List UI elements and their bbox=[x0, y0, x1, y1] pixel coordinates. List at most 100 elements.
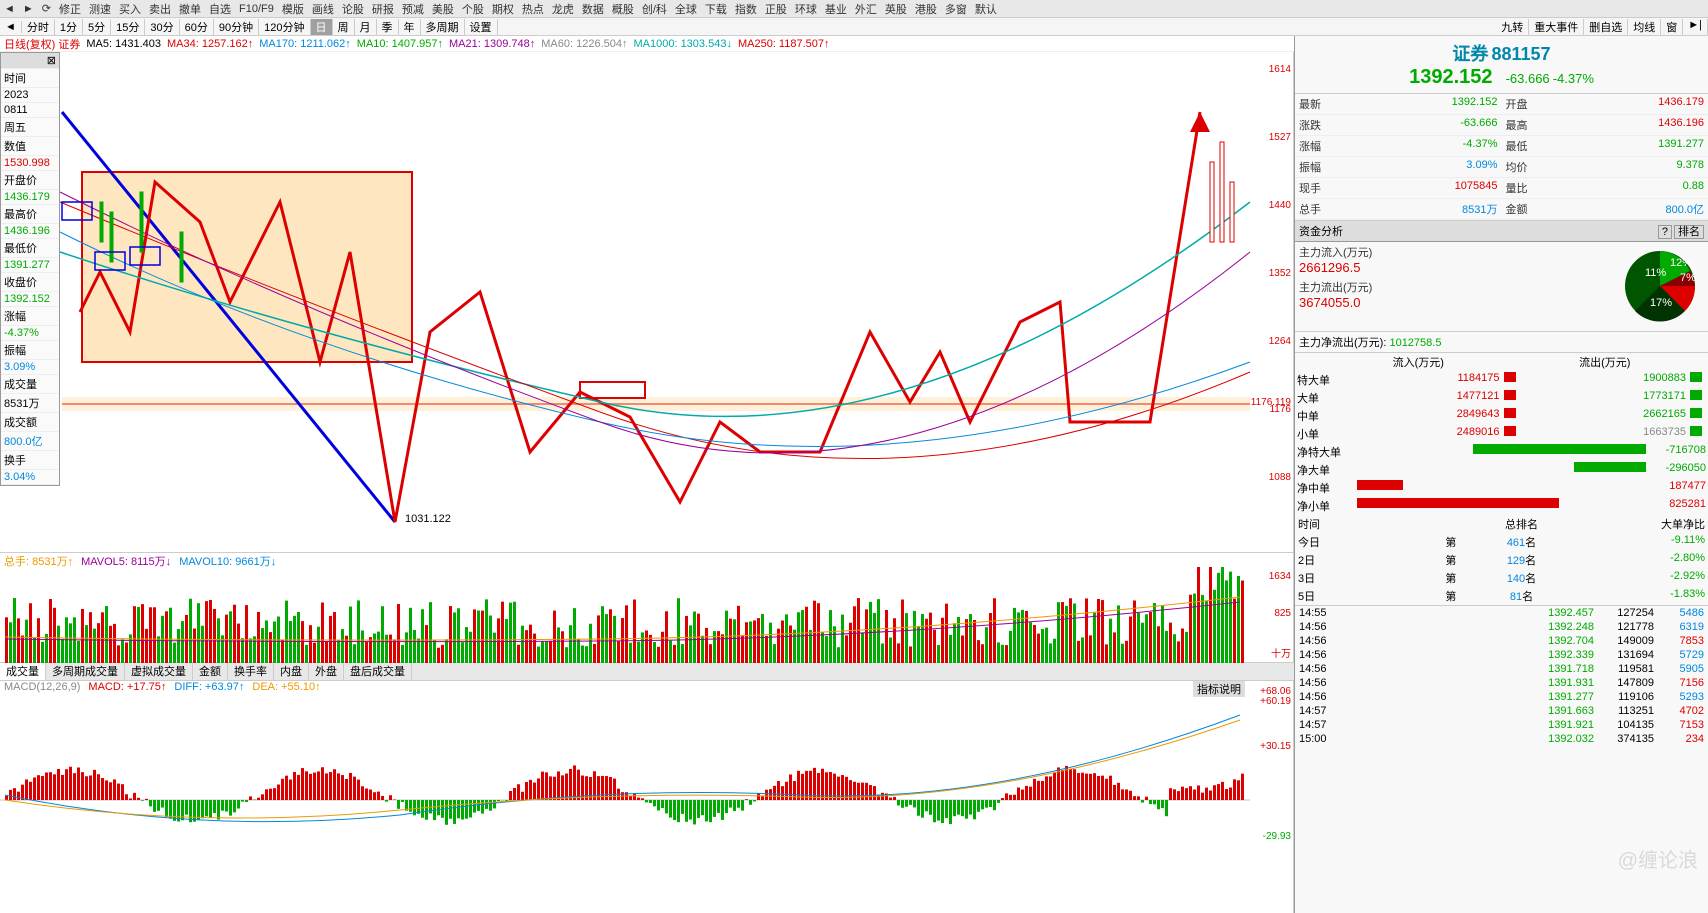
ma-indicator-line: 日线(复权) 证券MA5: 1431.403MA34: 1257.162↑MA1… bbox=[0, 36, 1294, 52]
rank-grid: 时间总排名大单净比今日第461名-9.11%2日第129名-2.80%3日第14… bbox=[1295, 515, 1708, 606]
menu-item[interactable]: F10/F9 bbox=[239, 3, 274, 15]
tab-0[interactable]: 成交量 bbox=[0, 663, 46, 680]
rank-button[interactable]: 排名 bbox=[1674, 225, 1704, 239]
svg-text:1031.122: 1031.122 bbox=[405, 513, 451, 525]
stock-code: 881157 bbox=[1491, 44, 1550, 64]
tab-1[interactable]: 多周期成交量 bbox=[46, 663, 125, 680]
menu-item[interactable]: 研报 bbox=[372, 1, 394, 17]
vol-svg bbox=[0, 567, 1250, 663]
menu-item[interactable]: 期权 bbox=[492, 1, 514, 17]
tf-option[interactable]: 均线 bbox=[1628, 19, 1661, 35]
indicator-tabs: 成交量多周期成交量虚拟成交量金额换手率内盘外盘盘后成交量 bbox=[0, 662, 1294, 680]
macd-chart[interactable]: MACD(12,26,9)MACD: +17.75↑DIFF: +63.97↑D… bbox=[0, 680, 1294, 913]
menu-item[interactable]: 测速 bbox=[89, 1, 111, 17]
timeframe-bar: ◄ 分时1分5分15分30分60分90分钟120分钟日周月季年多周期设置 九转重大… bbox=[0, 18, 1708, 36]
timeframe-设置[interactable]: 设置 bbox=[465, 19, 498, 35]
menu-item[interactable]: 模版 bbox=[282, 1, 304, 17]
refresh-icon[interactable]: ⟳ bbox=[42, 2, 51, 15]
timeframe-周[interactable]: 周 bbox=[333, 19, 355, 35]
timeframe-15分[interactable]: 15分 bbox=[111, 19, 145, 35]
menu-item[interactable]: 多窗 bbox=[945, 1, 967, 17]
stock-price: 1392.152 bbox=[1409, 66, 1492, 88]
menu-item[interactable]: 正股 bbox=[765, 1, 787, 17]
timeframe-60分[interactable]: 60分 bbox=[180, 19, 214, 35]
price-chart[interactable]: ⊠时间20230811周五数值1530.998开盘价1436.179最高价143… bbox=[0, 52, 1294, 552]
menu-item[interactable]: 英股 bbox=[885, 1, 907, 17]
svg-text:7%: 7% bbox=[1680, 272, 1696, 284]
tf-option[interactable]: 窗 bbox=[1661, 19, 1683, 35]
menu-item[interactable]: 自选 bbox=[209, 1, 231, 17]
ohlc-info-box: ⊠时间20230811周五数值1530.998开盘价1436.179最高价143… bbox=[0, 52, 60, 486]
tab-3[interactable]: 金额 bbox=[193, 663, 228, 680]
menu-item[interactable]: 论股 bbox=[342, 1, 364, 17]
menu-item[interactable]: 指数 bbox=[735, 1, 757, 17]
macd-axis: +68.06+60.19+30.15-29.93 bbox=[1249, 681, 1293, 913]
macd-svg bbox=[0, 695, 1250, 865]
timeframe-1分[interactable]: 1分 bbox=[55, 19, 83, 35]
tf-prev[interactable]: ◄ bbox=[0, 21, 22, 33]
nav-arrow[interactable]: ◄ bbox=[4, 3, 15, 15]
timeframe-多周期[interactable]: 多周期 bbox=[421, 19, 465, 35]
indicator-help-button[interactable]: 指标说明 bbox=[1193, 681, 1245, 697]
timeframe-月[interactable]: 月 bbox=[355, 19, 377, 35]
fund-section-header[interactable]: 资金分析 ?排名 bbox=[1295, 221, 1708, 242]
tf-option[interactable]: 删自选 bbox=[1584, 19, 1628, 35]
timeframe-5分[interactable]: 5分 bbox=[83, 19, 111, 35]
menu-item[interactable]: 画线 bbox=[312, 1, 334, 17]
tab-2[interactable]: 虚拟成交量 bbox=[125, 663, 193, 680]
tf-option[interactable]: 九转 bbox=[1496, 19, 1529, 35]
menu-item[interactable]: 美股 bbox=[432, 1, 454, 17]
tab-6[interactable]: 外盘 bbox=[309, 663, 344, 680]
menu-item[interactable]: 下载 bbox=[705, 1, 727, 17]
stock-name: 证券 bbox=[1452, 44, 1488, 64]
timeframe-分时[interactable]: 分时 bbox=[22, 19, 55, 35]
macd-header: MACD(12,26,9)MACD: +17.75↑DIFF: +63.97↑D… bbox=[0, 681, 1293, 695]
stock-pct: -4.37% bbox=[1553, 71, 1594, 86]
menu-item[interactable]: 预减 bbox=[402, 1, 424, 17]
price-axis: 161415271440135212641176.11911761088 bbox=[1249, 52, 1293, 552]
menu-item[interactable]: 基业 bbox=[825, 1, 847, 17]
timeframe-季[interactable]: 季 bbox=[377, 19, 399, 35]
menu-item[interactable]: 概股 bbox=[612, 1, 634, 17]
timeframe-120分钟[interactable]: 120分钟 bbox=[259, 19, 310, 35]
stock-change: -63.666 bbox=[1506, 71, 1550, 86]
net-grid: 净特大单-716708净大单-296050净中单187477净小单825281 bbox=[1295, 443, 1708, 515]
tab-7[interactable]: 盘后成交量 bbox=[344, 663, 412, 680]
menu-item[interactable]: 修正 bbox=[59, 1, 81, 17]
stock-title: 证券 881157 1392.152 -63.666 -4.37% bbox=[1295, 36, 1708, 94]
tf-option[interactable]: 重大事件 bbox=[1529, 19, 1584, 35]
timeframe-日[interactable]: 日 bbox=[311, 19, 333, 35]
vol-axis: 1634825十万 bbox=[1249, 553, 1293, 662]
top-menu-bar: ◄ ► ⟳ 修正测速买入卖出撤单自选 F10/F9 模版画线论股研报预减美股个股期权… bbox=[0, 0, 1708, 18]
flow-grid: 流入(万元)流出(万元)特大单11841751900883大单147712117… bbox=[1295, 353, 1708, 443]
menu-item[interactable]: 创/科 bbox=[642, 1, 667, 17]
menu-item[interactable]: 个股 bbox=[462, 1, 484, 17]
menu-item[interactable]: 撤单 bbox=[179, 1, 201, 17]
menu-item[interactable]: 卖出 bbox=[149, 1, 171, 17]
pie-chart: 11% 12% 7% 17% bbox=[1620, 246, 1700, 326]
menu-item[interactable]: 数据 bbox=[582, 1, 604, 17]
menu-item[interactable]: 龙虎 bbox=[552, 1, 574, 17]
tab-4[interactable]: 换手率 bbox=[228, 663, 274, 680]
tf-next[interactable]: ►| bbox=[1683, 19, 1708, 35]
menu-item[interactable]: 热点 bbox=[522, 1, 544, 17]
timeframe-年[interactable]: 年 bbox=[399, 19, 421, 35]
menu-item[interactable]: 全球 bbox=[675, 1, 697, 17]
svg-text:17%: 17% bbox=[1650, 297, 1672, 309]
menu-item[interactable]: 港股 bbox=[915, 1, 937, 17]
menu-item[interactable]: 外汇 bbox=[855, 1, 877, 17]
nav-arrow[interactable]: ► bbox=[23, 3, 34, 15]
help-button[interactable]: ? bbox=[1658, 225, 1672, 239]
volume-header: 总手: 8531万↑MAVOL5: 8115万↓MAVOL10: 9661万↓ bbox=[0, 553, 1293, 567]
tab-5[interactable]: 内盘 bbox=[274, 663, 309, 680]
right-panel: 证券 881157 1392.152 -63.666 -4.37% 最新1392… bbox=[1294, 36, 1708, 913]
svg-text:11%: 11% bbox=[1645, 267, 1666, 279]
timeframe-90分钟[interactable]: 90分钟 bbox=[214, 19, 259, 35]
menu-item[interactable]: 默认 bbox=[975, 1, 997, 17]
menu-item[interactable]: 买入 bbox=[119, 1, 141, 17]
svg-text:12%: 12% bbox=[1670, 257, 1692, 269]
timeframe-30分[interactable]: 30分 bbox=[145, 19, 179, 35]
menu-item[interactable]: 环球 bbox=[795, 1, 817, 17]
volume-chart[interactable]: 总手: 8531万↑MAVOL5: 8115万↓MAVOL10: 9661万↓ … bbox=[0, 552, 1294, 662]
watermark: @缠论浪 bbox=[1618, 844, 1698, 873]
